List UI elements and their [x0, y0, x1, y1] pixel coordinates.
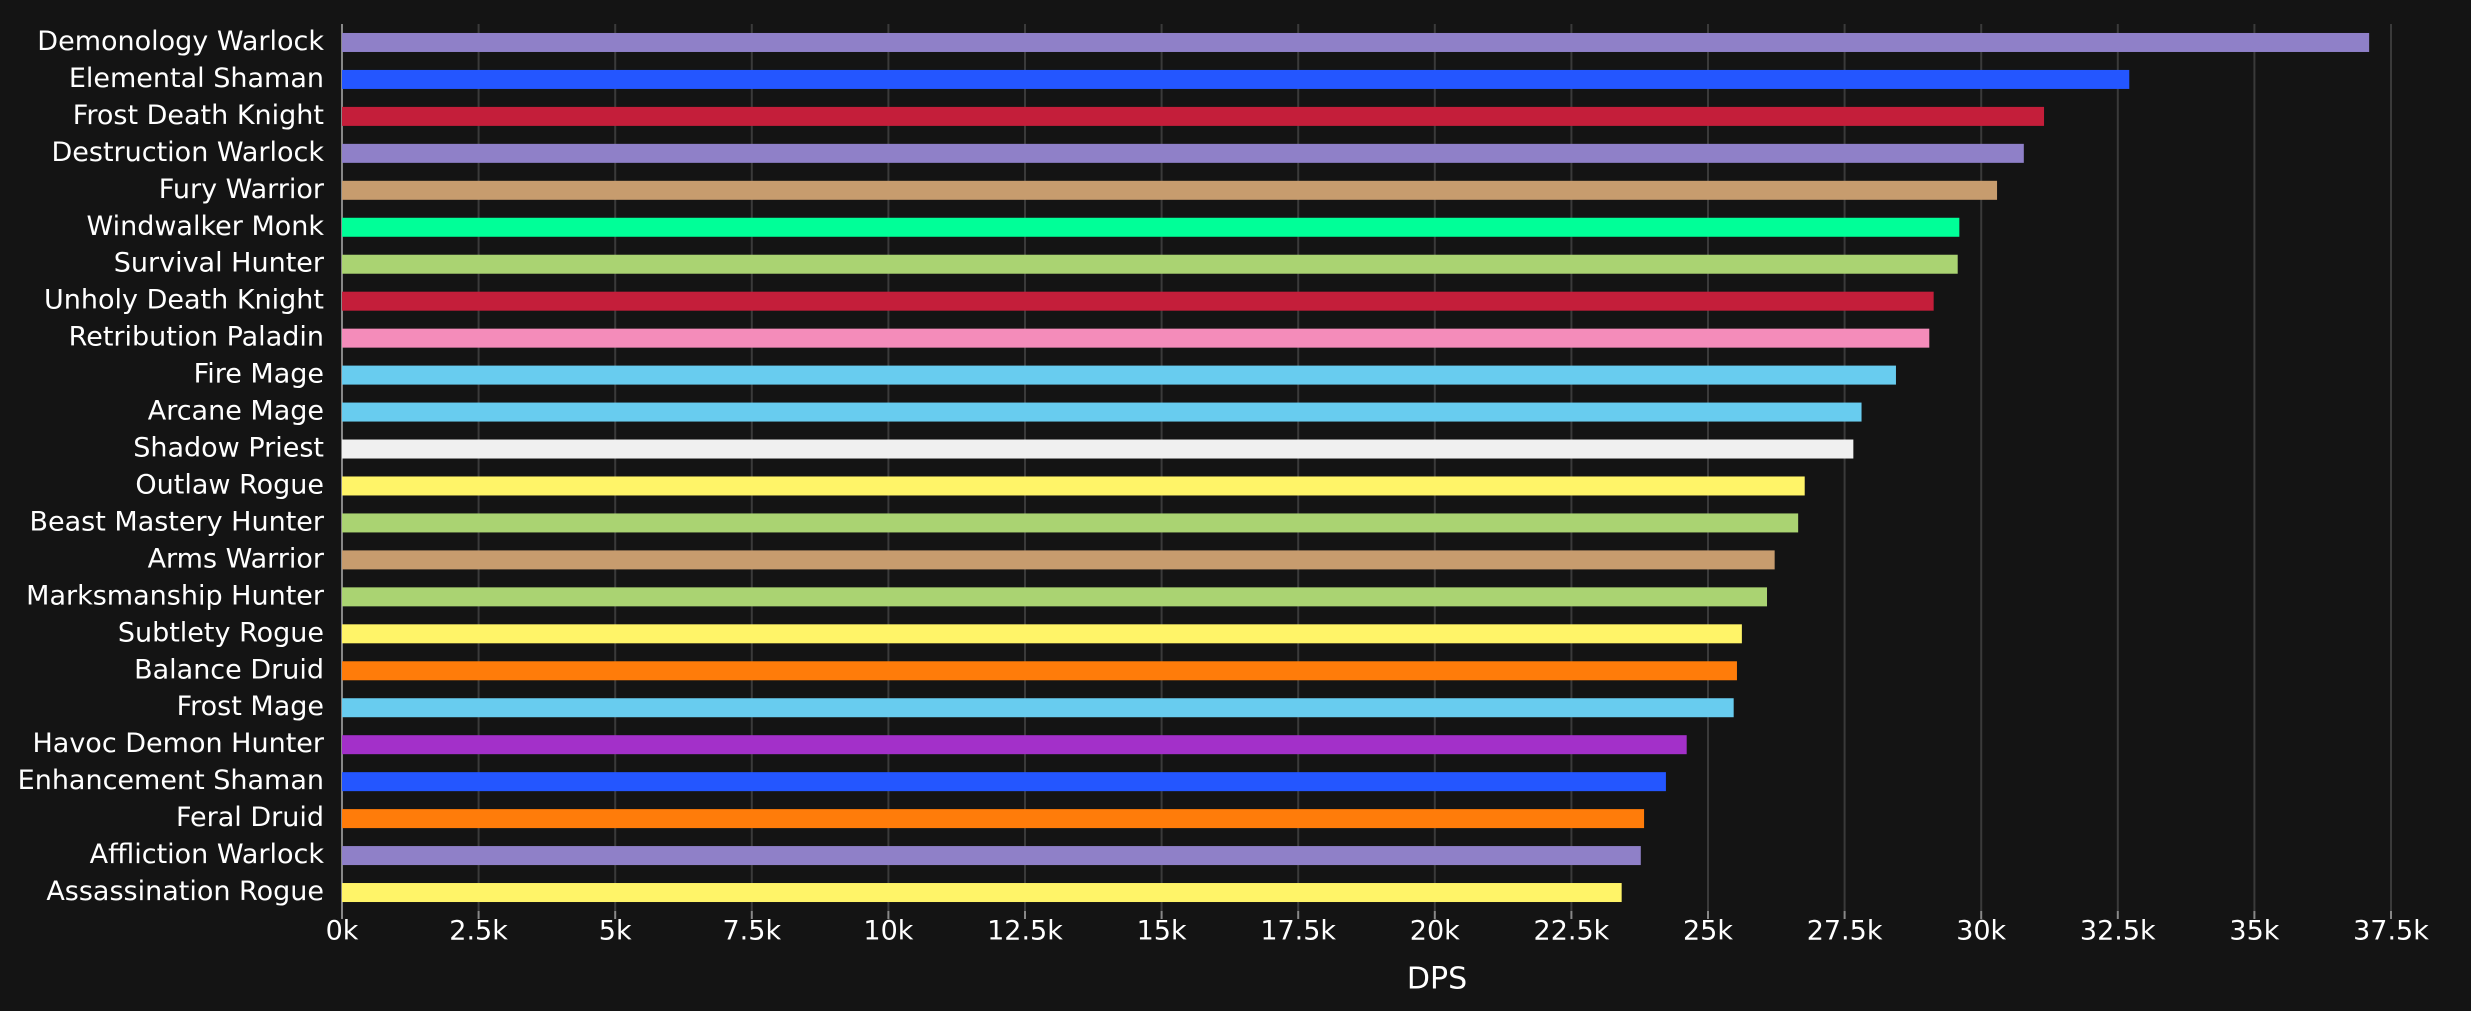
x-tick-label: 22.5k — [1534, 916, 1610, 947]
y-tick-label: Frost Death Knight — [73, 100, 324, 131]
x-tick-label: 12.5k — [987, 916, 1063, 947]
y-tick-label: Retribution Paladin — [69, 322, 324, 353]
bar — [342, 69, 2130, 89]
y-tick-label: Unholy Death Knight — [44, 285, 324, 316]
bar — [342, 476, 1805, 496]
y-tick-label: Arms Warrior — [148, 543, 325, 574]
bar — [342, 550, 1775, 570]
y-tick-label: Frost Mage — [177, 691, 324, 722]
bar — [342, 698, 1734, 718]
x-axis-title: DPS — [1407, 962, 1467, 997]
bar — [342, 402, 1862, 422]
x-tick-label: 35k — [2229, 916, 2279, 947]
bar — [342, 365, 1896, 385]
y-tick-label: Outlaw Rogue — [135, 469, 324, 500]
y-tick-label: Arcane Mage — [148, 396, 324, 427]
bar — [342, 106, 2045, 126]
bar — [342, 291, 1934, 311]
bar — [342, 180, 1998, 200]
y-tick-label: Shadow Priest — [133, 433, 324, 464]
x-tick-label: 20k — [1410, 916, 1460, 947]
y-tick-label: Destruction Warlock — [51, 137, 324, 168]
bar — [342, 883, 1622, 903]
bar — [342, 439, 1854, 459]
y-tick-label: Havoc Demon Hunter — [32, 728, 324, 759]
bar — [342, 32, 2370, 52]
x-tick-label: 25k — [1683, 916, 1733, 947]
y-tick-label: Beast Mastery Hunter — [29, 506, 324, 537]
x-tick-label: 30k — [1956, 916, 2006, 947]
x-tick-label: 17.5k — [1260, 916, 1336, 947]
x-tick-label: 2.5k — [449, 916, 508, 947]
y-tick-label: Marksmanship Hunter — [26, 580, 325, 611]
y-tick-label: Demonology Warlock — [37, 26, 324, 57]
x-tick-label: 37.5k — [2353, 916, 2429, 947]
y-tick-label: Windwalker Monk — [86, 211, 324, 242]
x-tick-label: 32.5k — [2080, 916, 2156, 947]
bar — [342, 624, 1742, 644]
y-tick-label: Enhancement Shaman — [18, 765, 324, 796]
x-tick-label: 5k — [599, 916, 632, 947]
y-tick-label: Subtlety Rogue — [118, 617, 324, 648]
x-tick-label: 15k — [1137, 916, 1187, 947]
y-tick-label: Balance Druid — [134, 654, 324, 685]
bar — [342, 513, 1799, 533]
y-tick-label: Assassination Rogue — [46, 876, 324, 907]
x-tick-label: 7.5k — [723, 916, 782, 947]
bar — [342, 809, 1645, 829]
bar — [342, 661, 1737, 681]
y-tick-label: Elemental Shaman — [69, 63, 324, 94]
bar — [342, 254, 1958, 274]
bar — [342, 143, 2024, 163]
y-tick-label: Fire Mage — [194, 359, 324, 390]
bar — [342, 772, 1666, 792]
y-tick-label: Feral Druid — [176, 802, 324, 833]
bar — [342, 735, 1687, 755]
x-tick-label: 10k — [863, 916, 913, 947]
y-tick-label: Affliction Warlock — [90, 839, 325, 870]
y-tick-label: Fury Warrior — [159, 174, 325, 205]
bar — [342, 328, 1930, 348]
bar — [342, 846, 1641, 866]
bar — [342, 587, 1768, 607]
x-tick-label: 0k — [326, 916, 359, 947]
x-tick-label: 27.5k — [1807, 916, 1883, 947]
bar — [342, 217, 1960, 237]
y-tick-label: Survival Hunter — [114, 248, 325, 279]
